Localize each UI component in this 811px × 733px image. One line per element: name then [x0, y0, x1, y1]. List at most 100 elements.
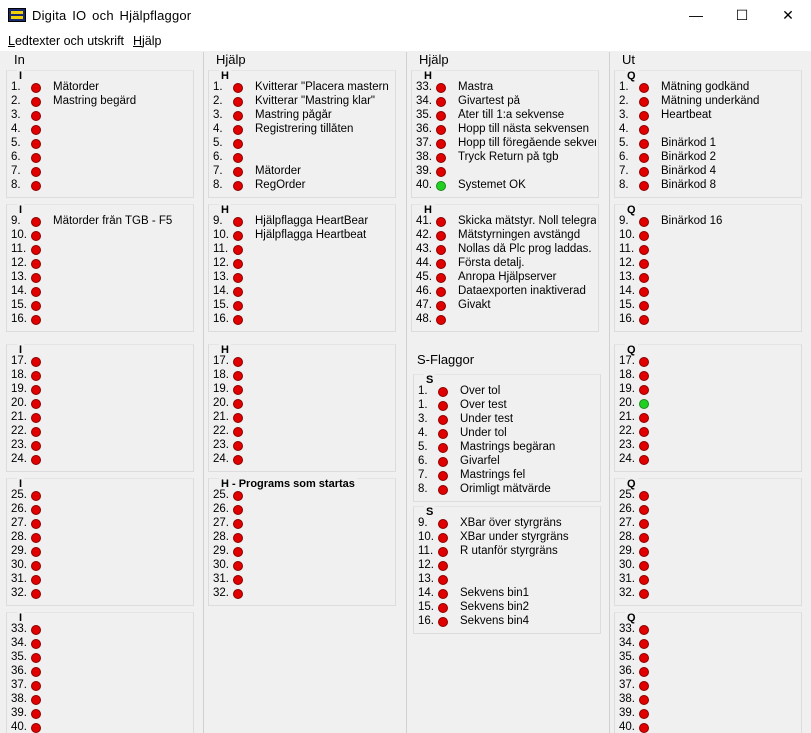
status-led-off-icon[interactable]: [436, 259, 446, 269]
status-led-off-icon[interactable]: [31, 399, 41, 409]
status-led-off-icon[interactable]: [233, 413, 243, 423]
status-led-off-icon[interactable]: [438, 561, 448, 571]
status-led-off-icon[interactable]: [31, 181, 41, 191]
status-led-off-icon[interactable]: [436, 273, 446, 283]
status-led-off-icon[interactable]: [639, 167, 649, 177]
status-led-off-icon[interactable]: [639, 139, 649, 149]
status-led-off-icon[interactable]: [436, 111, 446, 121]
status-led-off-icon[interactable]: [436, 217, 446, 227]
close-button[interactable]: ✕: [782, 7, 794, 23]
status-led-off-icon[interactable]: [639, 97, 649, 107]
status-led-off-icon[interactable]: [639, 561, 649, 571]
status-led-off-icon[interactable]: [233, 589, 243, 599]
status-led-off-icon[interactable]: [639, 357, 649, 367]
status-led-off-icon[interactable]: [233, 371, 243, 381]
status-led-off-icon[interactable]: [233, 287, 243, 297]
status-led-off-icon[interactable]: [639, 625, 649, 635]
status-led-off-icon[interactable]: [31, 97, 41, 107]
status-led-off-icon[interactable]: [31, 385, 41, 395]
status-led-off-icon[interactable]: [31, 547, 41, 557]
status-led-off-icon[interactable]: [436, 83, 446, 93]
status-led-off-icon[interactable]: [31, 709, 41, 719]
status-led-off-icon[interactable]: [639, 301, 649, 311]
status-led-off-icon[interactable]: [31, 231, 41, 241]
status-led-off-icon[interactable]: [438, 519, 448, 529]
status-led-off-icon[interactable]: [233, 491, 243, 501]
status-led-off-icon[interactable]: [233, 167, 243, 177]
status-led-off-icon[interactable]: [639, 371, 649, 381]
status-led-off-icon[interactable]: [639, 413, 649, 423]
status-led-off-icon[interactable]: [438, 415, 448, 425]
status-led-off-icon[interactable]: [31, 315, 41, 325]
status-led-off-icon[interactable]: [233, 273, 243, 283]
status-led-off-icon[interactable]: [438, 603, 448, 613]
status-led-off-icon[interactable]: [438, 547, 448, 557]
status-led-off-icon[interactable]: [31, 125, 41, 135]
status-led-off-icon[interactable]: [436, 287, 446, 297]
status-led-off-icon[interactable]: [31, 695, 41, 705]
status-led-off-icon[interactable]: [233, 575, 243, 585]
status-led-off-icon[interactable]: [233, 181, 243, 191]
status-led-off-icon[interactable]: [639, 653, 649, 663]
minimize-button[interactable]: —: [689, 7, 703, 23]
status-led-off-icon[interactable]: [233, 83, 243, 93]
status-led-off-icon[interactable]: [438, 429, 448, 439]
status-led-off-icon[interactable]: [233, 153, 243, 163]
status-led-off-icon[interactable]: [438, 575, 448, 585]
status-led-off-icon[interactable]: [639, 83, 649, 93]
status-led-off-icon[interactable]: [31, 441, 41, 451]
status-led-off-icon[interactable]: [233, 455, 243, 465]
status-led-off-icon[interactable]: [639, 111, 649, 121]
status-led-off-icon[interactable]: [233, 519, 243, 529]
status-led-off-icon[interactable]: [31, 427, 41, 437]
status-led-off-icon[interactable]: [31, 111, 41, 121]
status-led-off-icon[interactable]: [233, 139, 243, 149]
status-led-off-icon[interactable]: [233, 125, 243, 135]
status-led-off-icon[interactable]: [438, 443, 448, 453]
status-led-on-icon[interactable]: [639, 399, 649, 409]
menu-hjalp[interactable]: Hjälp: [133, 34, 162, 48]
status-led-off-icon[interactable]: [438, 471, 448, 481]
status-led-off-icon[interactable]: [31, 413, 41, 423]
status-led-off-icon[interactable]: [639, 217, 649, 227]
status-led-off-icon[interactable]: [31, 139, 41, 149]
status-led-off-icon[interactable]: [639, 575, 649, 585]
status-led-off-icon[interactable]: [438, 485, 448, 495]
status-led-off-icon[interactable]: [639, 287, 649, 297]
status-led-off-icon[interactable]: [233, 259, 243, 269]
status-led-off-icon[interactable]: [31, 667, 41, 677]
status-led-off-icon[interactable]: [233, 111, 243, 121]
status-led-off-icon[interactable]: [639, 273, 649, 283]
status-led-off-icon[interactable]: [233, 441, 243, 451]
status-led-off-icon[interactable]: [31, 273, 41, 283]
status-led-off-icon[interactable]: [436, 97, 446, 107]
status-led-off-icon[interactable]: [639, 441, 649, 451]
status-led-off-icon[interactable]: [233, 399, 243, 409]
status-led-off-icon[interactable]: [438, 589, 448, 599]
status-led-off-icon[interactable]: [31, 681, 41, 691]
status-led-off-icon[interactable]: [436, 139, 446, 149]
status-led-off-icon[interactable]: [639, 533, 649, 543]
status-led-off-icon[interactable]: [31, 639, 41, 649]
status-led-off-icon[interactable]: [31, 455, 41, 465]
status-led-off-icon[interactable]: [436, 231, 446, 241]
status-led-off-icon[interactable]: [31, 653, 41, 663]
status-led-off-icon[interactable]: [31, 505, 41, 515]
status-led-off-icon[interactable]: [438, 401, 448, 411]
status-led-off-icon[interactable]: [639, 589, 649, 599]
status-led-off-icon[interactable]: [233, 245, 243, 255]
status-led-off-icon[interactable]: [233, 505, 243, 515]
status-led-off-icon[interactable]: [438, 533, 448, 543]
status-led-off-icon[interactable]: [639, 519, 649, 529]
status-led-off-icon[interactable]: [31, 561, 41, 571]
status-led-off-icon[interactable]: [639, 125, 649, 135]
status-led-off-icon[interactable]: [438, 387, 448, 397]
status-led-off-icon[interactable]: [233, 97, 243, 107]
status-led-off-icon[interactable]: [31, 519, 41, 529]
status-led-off-icon[interactable]: [436, 245, 446, 255]
status-led-off-icon[interactable]: [436, 301, 446, 311]
status-led-off-icon[interactable]: [639, 245, 649, 255]
status-led-off-icon[interactable]: [436, 315, 446, 325]
status-led-off-icon[interactable]: [639, 723, 649, 733]
status-led-off-icon[interactable]: [31, 153, 41, 163]
